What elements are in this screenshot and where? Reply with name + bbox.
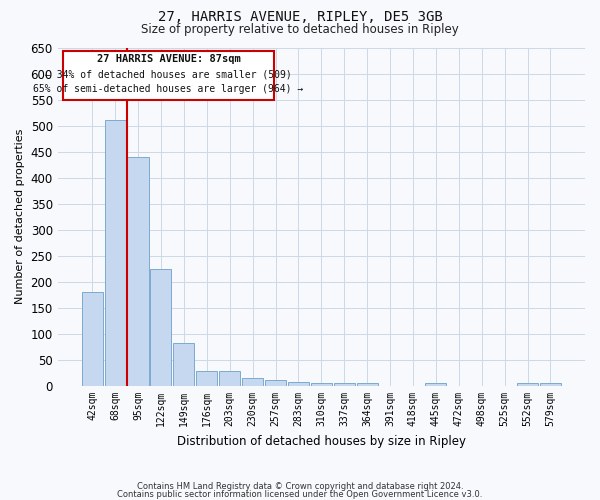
Bar	[288, 382, 309, 386]
Bar	[196, 372, 217, 386]
Bar	[173, 343, 194, 386]
Text: Contains HM Land Registry data © Crown copyright and database right 2024.: Contains HM Land Registry data © Crown c…	[137, 482, 463, 491]
Text: ← 34% of detached houses are smaller (509): ← 34% of detached houses are smaller (50…	[45, 70, 292, 80]
Bar	[425, 384, 446, 386]
Bar	[517, 384, 538, 386]
Bar	[356, 383, 378, 386]
Bar	[311, 384, 332, 386]
Y-axis label: Number of detached properties: Number of detached properties	[15, 129, 25, 304]
Bar	[265, 380, 286, 386]
Text: Contains public sector information licensed under the Open Government Licence v3: Contains public sector information licen…	[118, 490, 482, 499]
Bar	[63, 51, 274, 100]
Text: Size of property relative to detached houses in Ripley: Size of property relative to detached ho…	[141, 22, 459, 36]
Bar	[334, 383, 355, 386]
Bar	[540, 384, 561, 386]
Bar	[242, 378, 263, 386]
Text: 27 HARRIS AVENUE: 87sqm: 27 HARRIS AVENUE: 87sqm	[97, 54, 240, 64]
Bar	[219, 372, 240, 386]
Bar	[104, 120, 125, 386]
Bar	[151, 269, 172, 386]
X-axis label: Distribution of detached houses by size in Ripley: Distribution of detached houses by size …	[177, 434, 466, 448]
Bar	[127, 157, 149, 386]
Text: 27, HARRIS AVENUE, RIPLEY, DE5 3GB: 27, HARRIS AVENUE, RIPLEY, DE5 3GB	[158, 10, 442, 24]
Bar	[82, 292, 103, 386]
Text: 65% of semi-detached houses are larger (964) →: 65% of semi-detached houses are larger (…	[33, 84, 304, 94]
